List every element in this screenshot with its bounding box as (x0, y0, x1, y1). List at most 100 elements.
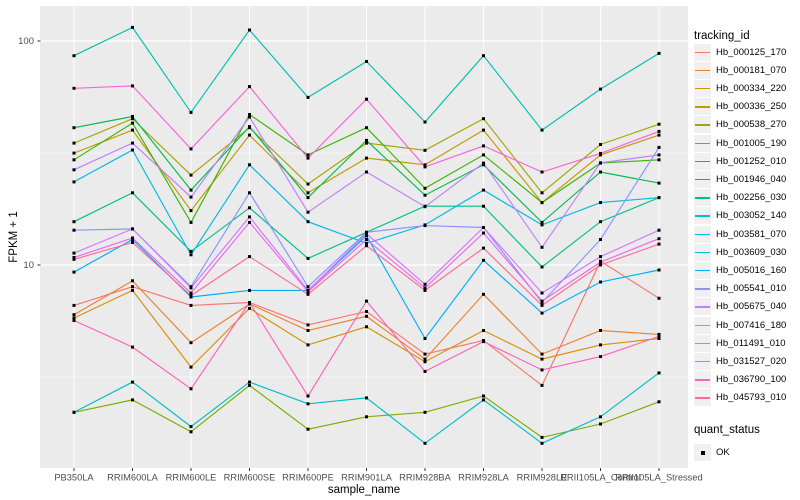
data-point (657, 337, 661, 340)
data-point (131, 279, 134, 283)
data-point (657, 196, 661, 200)
data-point (657, 296, 661, 300)
data-point (306, 290, 310, 294)
data-point (599, 143, 602, 146)
data-point (189, 286, 193, 290)
data-point (189, 173, 193, 177)
data-point (423, 282, 427, 286)
data-point (423, 165, 427, 169)
data-point (72, 220, 76, 224)
data-point (131, 115, 134, 118)
data-point (599, 161, 602, 165)
data-point (72, 168, 76, 172)
data-point (482, 226, 485, 229)
data-point (306, 95, 310, 99)
data-point (189, 430, 193, 434)
data-point (657, 145, 661, 149)
data-point (657, 51, 661, 55)
data-point (131, 285, 134, 289)
data-point (423, 288, 427, 292)
data-point (72, 256, 76, 259)
data-point (365, 299, 368, 303)
x-tick-label: PB350LA (54, 473, 94, 483)
x-tick-label: RRIM600LE (166, 473, 217, 483)
y-axis-title: FPKM + 1 (8, 211, 20, 263)
data-point (423, 369, 427, 373)
data-point (365, 156, 368, 160)
data-point (189, 365, 193, 369)
x-tick-label: RRIM600SE (224, 473, 276, 483)
data-point (657, 228, 661, 232)
data-point (189, 147, 193, 151)
data-point (365, 141, 368, 145)
data-point (365, 244, 368, 248)
data-point (599, 260, 602, 264)
data-point (540, 128, 544, 132)
data-point (189, 195, 193, 199)
data-point (423, 120, 427, 124)
data-point (248, 301, 251, 304)
data-point (599, 87, 602, 91)
data-point (365, 60, 368, 63)
data-point (306, 402, 310, 406)
data-point (189, 303, 193, 307)
x-tick-label: RRII105LA_Stressed (615, 473, 702, 483)
data-point (306, 153, 310, 157)
data-point (189, 387, 193, 391)
data-point (306, 329, 310, 332)
data-point (599, 238, 602, 241)
data-point (599, 170, 602, 174)
data-point (72, 257, 76, 261)
data-point (423, 337, 427, 340)
x-tick-label: RRIM928BA (399, 473, 451, 483)
data-point (365, 170, 368, 174)
data-point (423, 352, 427, 356)
data-point (248, 255, 251, 259)
data-point (657, 153, 661, 157)
data-point (365, 241, 368, 245)
data-point (540, 352, 544, 356)
data-point (131, 128, 134, 132)
data-point (657, 133, 661, 137)
data-point (306, 323, 310, 327)
x-tick-label: RRIM928LA (458, 473, 509, 483)
data-point (657, 129, 661, 133)
data-point (189, 249, 193, 253)
data-point (131, 398, 134, 402)
data-point (657, 268, 661, 272)
data-point (365, 238, 368, 241)
data-point (131, 227, 134, 231)
data-point (131, 148, 134, 152)
data-point (248, 380, 251, 384)
data-point (365, 234, 368, 238)
data-point (131, 25, 134, 29)
data-point (657, 242, 661, 246)
data-point (482, 204, 485, 208)
data-point (189, 220, 193, 224)
data-point (599, 263, 602, 267)
data-point (482, 54, 485, 58)
data-point (131, 117, 134, 121)
data-point (365, 126, 368, 130)
data-point (248, 220, 251, 224)
data-point (72, 228, 76, 232)
data-point (657, 332, 661, 336)
data-point (423, 360, 427, 364)
data-point (540, 170, 544, 174)
data-point (248, 28, 251, 32)
data-point (482, 117, 485, 121)
data-point (599, 151, 602, 155)
data-point (540, 291, 544, 295)
data-point (482, 231, 485, 235)
x-tick-label: RRIM928LE (517, 473, 568, 483)
data-point (540, 220, 544, 224)
data-point (72, 180, 76, 184)
data-point (189, 188, 193, 192)
x-tick-label: RRII105LA_Control (560, 473, 641, 483)
data-point (365, 396, 368, 400)
data-point (72, 126, 76, 130)
data-point (248, 306, 251, 310)
data-point (540, 435, 544, 439)
data-point (599, 280, 602, 284)
